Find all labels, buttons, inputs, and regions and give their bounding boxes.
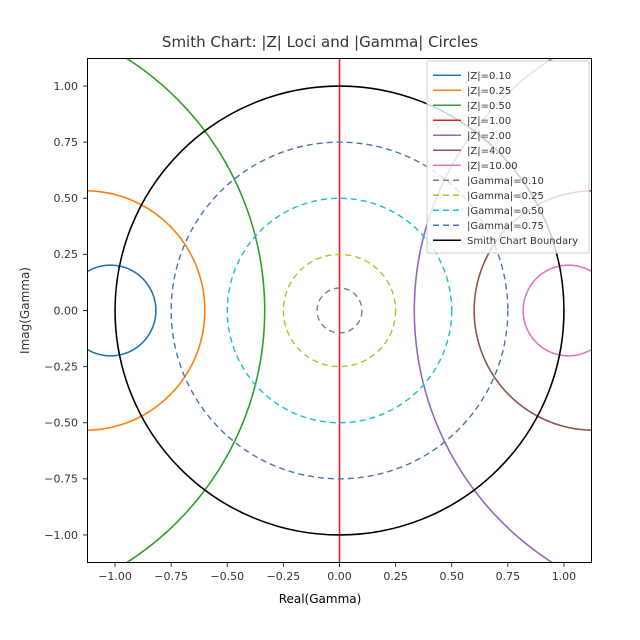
x-tick-label: 0.25 <box>383 570 408 583</box>
x-tick-label: −0.75 <box>154 570 188 583</box>
y-tick-label: 0.50 <box>54 192 79 205</box>
x-tick-label: 0.75 <box>496 570 521 583</box>
y-tick-label: −0.50 <box>44 417 78 430</box>
x-tick-label: −0.25 <box>267 570 301 583</box>
y-tick-label: −0.25 <box>44 360 78 373</box>
axes-overlay: −1.00 −0.75 −0.50 −0.25 0.00 0.25 0.50 0.75 1.00… <box>0 0 640 640</box>
y-axis-label: Imag(Gamma) <box>18 267 32 354</box>
x-axis-label: Real(Gamma) <box>0 592 640 606</box>
y-tick-label: 0.25 <box>54 248 79 261</box>
x-tick-label: 0.50 <box>439 570 464 583</box>
x-tick-label: 0.00 <box>327 570 352 583</box>
x-tick-label: −1.00 <box>98 570 132 583</box>
y-tick-label: 1.00 <box>54 80 79 93</box>
chart-title: Smith Chart: |Z| Loci and |Gamma| Circle… <box>0 33 640 51</box>
x-tick-label: −0.50 <box>210 570 244 583</box>
y-tick-label: 0.75 <box>54 136 79 149</box>
x-tick-label: 1.00 <box>552 570 577 583</box>
y-tick-label: 0.00 <box>54 304 79 317</box>
y-tick-label: −1.00 <box>44 529 78 542</box>
y-tick-label: −0.75 <box>44 473 78 486</box>
